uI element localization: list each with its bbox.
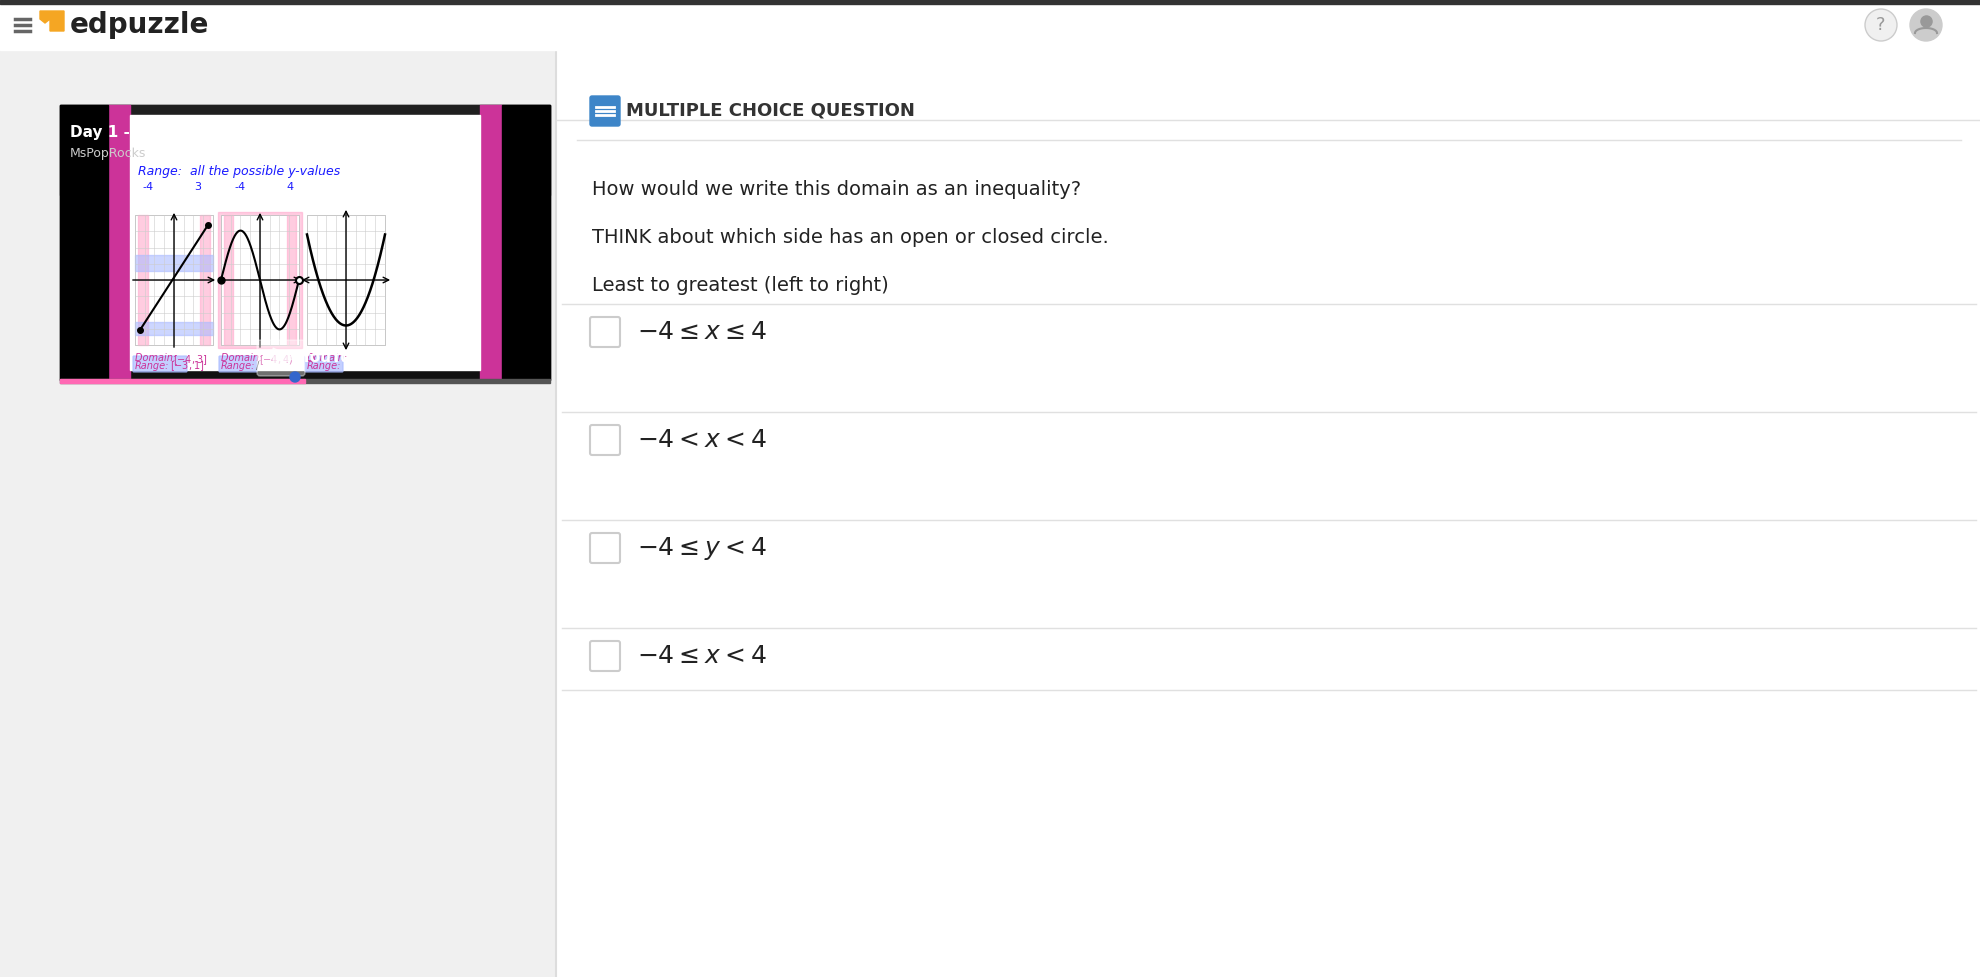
Text: -4: -4 [234,182,246,192]
Bar [307,215,384,345]
FancyBboxPatch shape [305,356,343,372]
Bar [109,105,131,380]
Text: $[-4,3]$: $[-4,3]$ [172,353,208,366]
Bar [59,105,550,195]
Bar [556,50,1980,977]
Bar [200,215,210,345]
Bar [59,105,109,380]
Bar [135,255,214,271]
Text: Range:: Range: [135,361,168,371]
Circle shape [289,372,299,382]
Text: $-4 < x < 4$: $-4 < x < 4$ [638,428,766,452]
Text: $-4 \leq x < 4$: $-4 \leq x < 4$ [638,644,766,668]
Circle shape [1863,9,1897,41]
Text: MsPopRocks: MsPopRocks [69,147,147,160]
Bar [218,212,301,348]
Circle shape [1909,9,1940,41]
Bar [59,379,550,383]
Bar [501,105,550,380]
Bar [139,215,148,345]
Text: Range:: Range: [222,361,255,371]
FancyBboxPatch shape [257,340,305,376]
FancyBboxPatch shape [590,425,620,455]
Text: $[-3,1]$: $[-3,1]$ [170,360,204,373]
Text: THINK about which side has an open or closed circle.: THINK about which side has an open or cl… [592,228,1109,247]
Text: Range:: Range: [307,361,341,371]
Bar [224,215,234,345]
Text: $[-4,4)$: $[-4,4)$ [259,353,293,366]
Bar [222,215,299,345]
Text: YouTube: YouTube [299,350,372,364]
Text: 4: 4 [287,182,293,192]
Text: ?: ? [1875,16,1885,34]
Bar [0,0,1980,50]
Text: 3: 3 [194,182,202,192]
Bar [131,115,479,370]
Text: Domain:: Domain: [222,353,265,363]
FancyBboxPatch shape [590,641,620,671]
Text: How would we write this domain as an inequality?: How would we write this domain as an ine… [592,180,1081,199]
FancyBboxPatch shape [220,356,257,372]
Polygon shape [40,11,63,31]
Bar [59,105,550,380]
Text: Range:  all the possible y-values: Range: all the possible y-values [139,165,341,178]
FancyBboxPatch shape [590,96,620,126]
Text: Day 1 - Domain, Range, and End Behavior: Day 1 - Domain, Range, and End Behavior [69,125,428,140]
Text: edpuzzle: edpuzzle [69,11,210,39]
Bar [0,0,1980,4]
Text: /: / [255,361,259,371]
Bar [135,215,214,345]
Bar [59,379,305,383]
FancyBboxPatch shape [590,533,620,563]
Text: MULTIPLE CHOICE QUESTION: MULTIPLE CHOICE QUESTION [626,102,915,120]
FancyBboxPatch shape [133,356,186,372]
Text: Domain:: Domain: [307,353,348,363]
Bar [287,215,295,345]
Text: Least to greatest (left to right): Least to greatest (left to right) [592,276,889,295]
Text: $-4 \leq y < 4$: $-4 \leq y < 4$ [638,534,766,562]
Text: -4: -4 [143,182,154,192]
Text: Domain:: Domain: [131,140,176,150]
Polygon shape [273,348,295,368]
FancyBboxPatch shape [590,317,620,347]
Text: Domain:: Domain: [135,353,178,363]
Bar [479,105,501,380]
Bar [135,321,214,334]
Text: $-4 \leq x \leq 4$: $-4 \leq x \leq 4$ [638,320,766,344]
